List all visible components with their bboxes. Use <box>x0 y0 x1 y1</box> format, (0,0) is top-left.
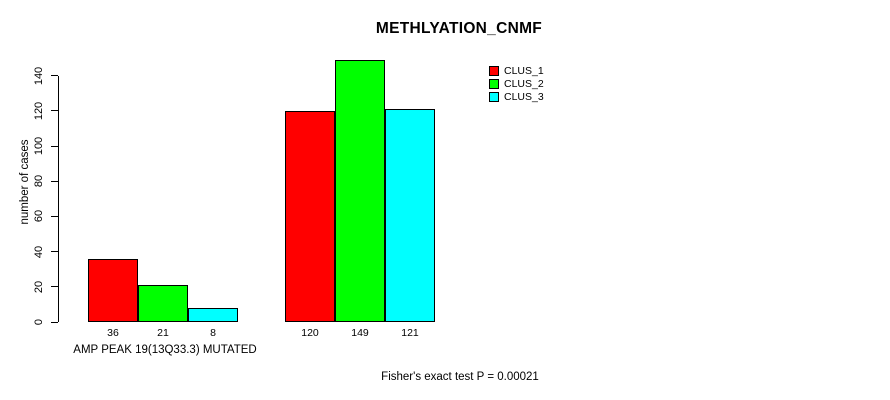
bar-value-label: 149 <box>351 327 369 339</box>
legend-item: CLUS_3 <box>489 91 544 104</box>
y-axis-line <box>58 75 59 322</box>
bar-clus_2-group2 <box>335 60 385 322</box>
legend-swatch-clus_1 <box>489 65 499 76</box>
bar-value-label: 120 <box>301 327 319 339</box>
bar-value-label: 36 <box>107 327 119 339</box>
legend-label: CLUS_3 <box>504 91 544 104</box>
legend: CLUS_1 CLUS_2 CLUS_3 <box>489 64 544 104</box>
y-tick-mark <box>51 180 58 182</box>
y-tick-mark <box>51 110 58 112</box>
x-axis-group-label: AMP PEAK 19(13Q33.3) MUTATED <box>73 344 257 356</box>
bar-clus_1-group2 <box>285 111 335 322</box>
bar-value-label: 121 <box>401 327 419 339</box>
y-tick-mark <box>51 145 58 147</box>
legend-label: CLUS_2 <box>504 77 544 90</box>
chart-title: METHLYATION_CNMF <box>375 20 543 37</box>
bar-clus_3-group2 <box>385 109 435 322</box>
y-tick-mark <box>51 75 58 77</box>
legend-swatch-clus_2 <box>489 78 499 89</box>
legend-item: CLUS_1 <box>489 64 544 77</box>
y-tick-mark <box>51 321 58 323</box>
bar-value-label: 8 <box>210 327 216 339</box>
y-tick-mark <box>51 251 58 253</box>
bar-clus_2-group1 <box>138 285 188 322</box>
legend-swatch-clus_3 <box>489 92 499 103</box>
bar-clus_3-group1 <box>188 308 238 322</box>
fisher-test-annotation: Fisher's exact test P = 0.00021 <box>381 371 539 383</box>
y-tick-mark <box>51 286 58 288</box>
legend-item: CLUS_2 <box>489 77 544 90</box>
y-tick-mark <box>51 215 58 217</box>
bar-clus_1-group1 <box>88 259 138 322</box>
legend-label: CLUS_1 <box>504 64 544 77</box>
bar-value-label: 21 <box>157 327 169 339</box>
